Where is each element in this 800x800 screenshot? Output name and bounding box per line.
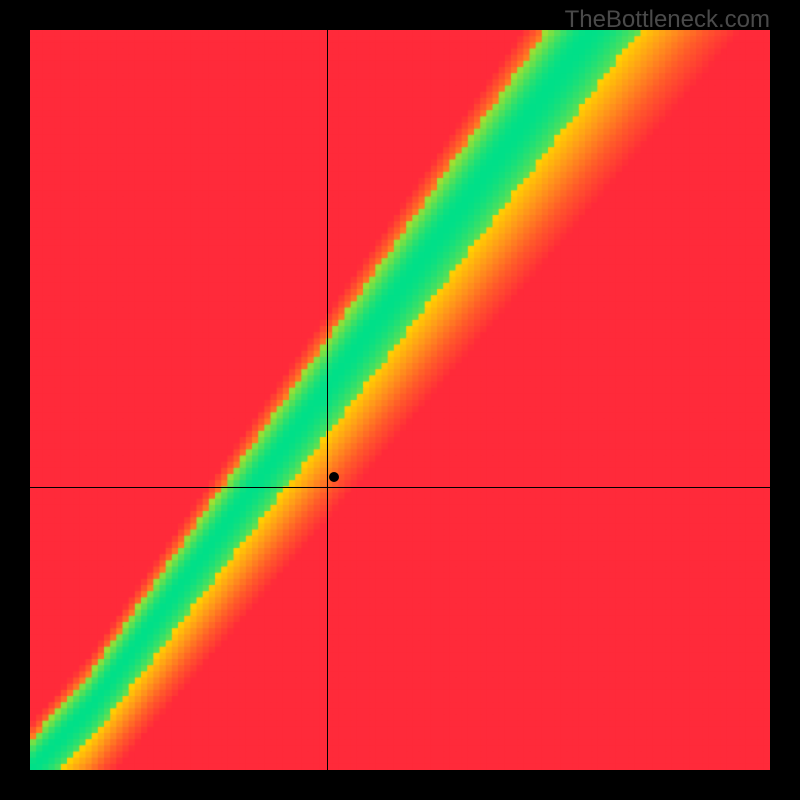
watermark-label: TheBottleneck.com (565, 6, 770, 34)
selection-marker (329, 472, 339, 482)
crosshair-horizontal (30, 487, 770, 488)
bottleneck-heatmap (30, 30, 770, 770)
crosshair-vertical (327, 30, 328, 770)
chart-outer: TheBottleneck.com (0, 0, 800, 800)
